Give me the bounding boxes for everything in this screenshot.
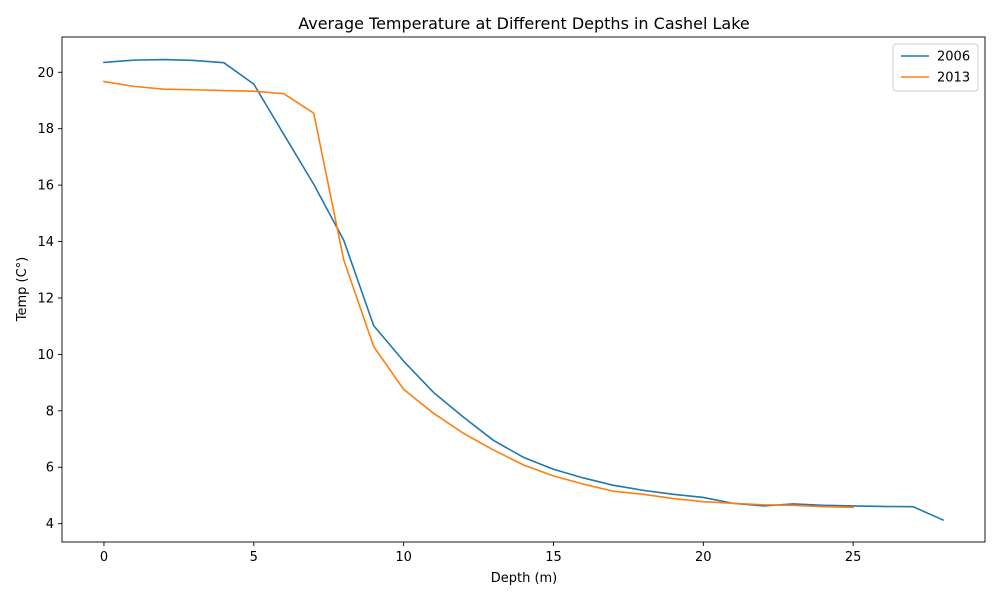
y-tick-label: 10 (37, 348, 54, 363)
series-2006 (103, 58, 945, 522)
y-tick-label: 20 (37, 66, 54, 81)
x-axis-title: Depth (m) (491, 571, 558, 586)
y-tick-label: 14 (37, 235, 54, 250)
y-tick-label: 16 (37, 179, 54, 194)
series-line-2013 (103, 80, 854, 509)
y-tick-label: 18 (37, 122, 54, 137)
x-tick-label: 15 (545, 550, 562, 565)
series-2013 (103, 80, 854, 509)
x-tick-label: 10 (395, 550, 412, 565)
axes-layer: 0 5 10 15 20 25 4 6 8 10 12 14 16 18 20 (37, 36, 986, 565)
x-tick-label: 20 (695, 550, 712, 565)
x-tick-label: 25 (845, 550, 862, 565)
x-tick-label: 5 (250, 550, 258, 565)
legend-label-2006: 2006 (937, 50, 970, 65)
y-axis-title: Temp (C°) (15, 257, 30, 323)
y-tick-label: 12 (37, 291, 54, 306)
legend-label-2013: 2013 (937, 71, 970, 86)
y-tick-label: 6 (46, 461, 54, 476)
y-tick-label: 8 (46, 404, 54, 419)
axes-frame (61, 36, 986, 543)
y-tick-label: 4 (46, 517, 54, 532)
x-tick-label: 0 (100, 550, 108, 565)
series-line-2006 (103, 58, 945, 522)
legend: 2006 2013 (892, 43, 979, 92)
series-layer (103, 58, 945, 522)
chart-title: Average Temperature at Different Depths … (298, 14, 750, 33)
